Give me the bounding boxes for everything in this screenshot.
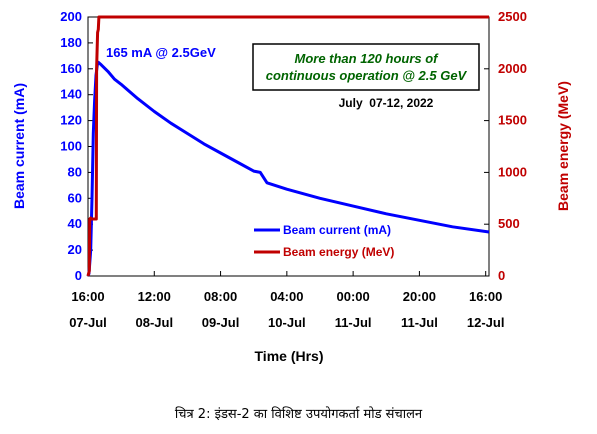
- right-tick-label: 0: [498, 268, 505, 283]
- date-range-label: July 07-12, 2022: [339, 96, 434, 110]
- left-axis-title: Beam current (mA): [11, 83, 27, 209]
- series-layer: [86, 15, 490, 277]
- right-tick-label: 2500: [498, 9, 527, 24]
- x-tick-date: 12-Jul: [467, 315, 505, 330]
- series-line-beam-energy: [86, 15, 489, 277]
- right-axis-title: Beam energy (MeV): [555, 81, 571, 211]
- x-tick-date: 07-Jul: [69, 315, 107, 330]
- left-tick-label: 160: [60, 61, 82, 76]
- right-tick-label: 1000: [498, 164, 527, 179]
- figure-caption: चित्र 2: इंडस-2 का विशिष्ट उपयोगकर्ता मो…: [174, 407, 423, 422]
- left-tick-label: 80: [68, 164, 82, 179]
- peak-annotation: 165 mA @ 2.5GeV: [106, 45, 216, 60]
- left-axis-ticks: 0 20 40 60 80 100 120 140 160 180 200: [60, 9, 93, 283]
- info-box-line2: continuous operation @ 2.5 GeV: [266, 68, 468, 83]
- x-tick-time: 20:00: [403, 289, 436, 304]
- left-tick-label: 0: [75, 268, 82, 283]
- x-tick-time: 12:00: [138, 289, 171, 304]
- info-box-line1: More than 120 hours of: [294, 51, 439, 66]
- left-tick-label: 180: [60, 35, 82, 50]
- x-tick-time: 16:00: [469, 289, 502, 304]
- right-tick-label: 500: [498, 216, 520, 231]
- right-axis-ticks: 0 500 1000 1500 2000 2500: [484, 9, 527, 283]
- info-box: [252, 43, 480, 91]
- x-tick-time: 00:00: [336, 289, 369, 304]
- left-tick-label: 40: [68, 216, 82, 231]
- x-tick-date: 09-Jul: [202, 315, 240, 330]
- left-tick-label: 120: [60, 113, 82, 128]
- x-tick-time: 04:00: [270, 289, 303, 304]
- legend-label-energy: Beam energy (MeV): [283, 245, 394, 259]
- left-tick-label: 140: [60, 87, 82, 102]
- x-tick-date: 08-Jul: [135, 315, 173, 330]
- left-tick-label: 200: [60, 9, 82, 24]
- x-tick-date: 11-Jul: [335, 315, 372, 330]
- legend-label-current: Beam current (mA): [283, 223, 391, 237]
- left-tick-label: 20: [68, 242, 82, 257]
- right-tick-label: 2000: [498, 61, 527, 76]
- series-line-beam-current: [86, 60, 490, 277]
- x-tick-time: 08:00: [204, 289, 237, 304]
- x-tick-date: 10-Jul: [268, 315, 306, 330]
- x-axis-ticks: 16:00 07-Jul 12:00 08-Jul 08:00 09-Jul 04:00 10…: [69, 271, 504, 330]
- x-tick-date: 11-Jul: [401, 315, 438, 330]
- left-tick-label: 60: [68, 190, 82, 205]
- x-tick-time: 16:00: [71, 289, 104, 304]
- right-tick-label: 1500: [498, 113, 527, 128]
- chart: 0 20 40 60 80 100 120 140 160 180 200 0 500 1000 1500…: [11, 9, 571, 364]
- legend: Beam current (mA) Beam energy (MeV): [254, 223, 394, 259]
- x-axis-title: Time (Hrs): [255, 348, 324, 364]
- left-tick-label: 100: [60, 139, 82, 154]
